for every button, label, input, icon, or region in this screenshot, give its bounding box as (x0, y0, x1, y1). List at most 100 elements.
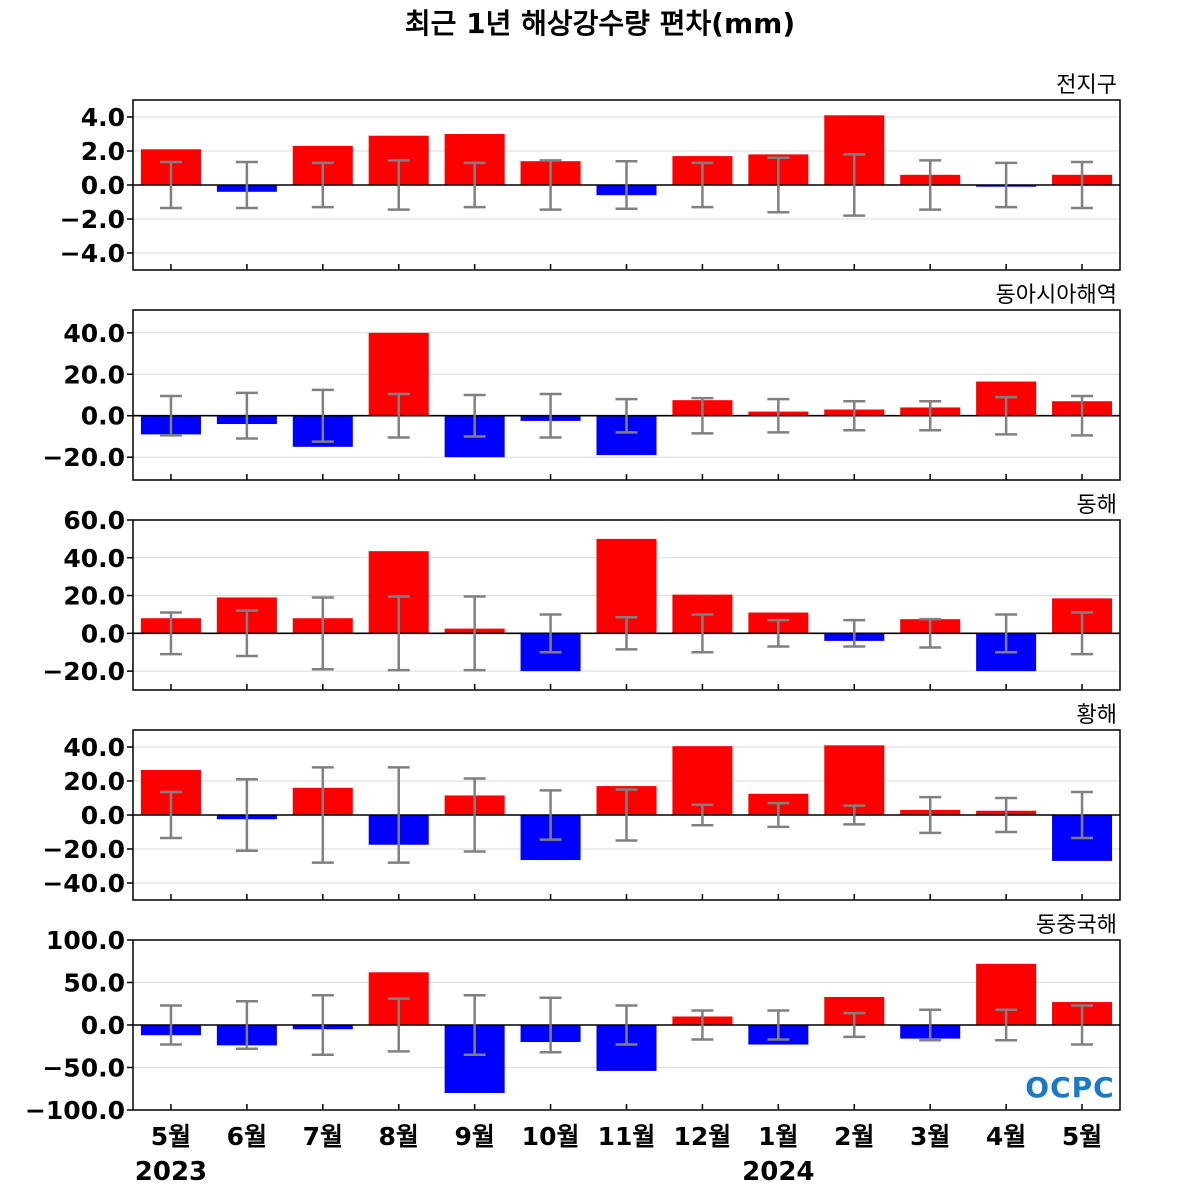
error-bar (691, 803, 714, 827)
y-tick-label: −50.0 (42, 1054, 125, 1083)
panel-5: 동중국해 100.0 50.0 0.0 −50.0 −100.0 (25, 913, 1121, 1125)
error-bar (463, 994, 486, 1056)
error-bar (995, 1008, 1018, 1042)
x-tick-label: 1월 (758, 1122, 798, 1151)
error-bar (539, 996, 562, 1054)
error-bar (995, 796, 1018, 834)
y-tick-label: 40.0 (63, 319, 125, 348)
error-bar (311, 596, 334, 671)
error-bar (995, 161, 1018, 209)
error-bar (159, 790, 182, 840)
error-bar (311, 766, 334, 864)
y-tick-label: 0.0 (81, 402, 125, 431)
error-bar (919, 1008, 942, 1042)
error-bar (691, 396, 714, 435)
x-axis-labels: 5월 6월 7월 8월 9월 10월 11월 12월 1월 2월 3월 4월 5월 2023 2024 (135, 1122, 1102, 1187)
error-bar (235, 778, 258, 852)
panel-4: 황해 40.0 20.0 0.0 −20.0 −40.0 (42, 703, 1121, 901)
y-tick-label: 0.0 (81, 619, 125, 648)
error-bar (843, 618, 866, 648)
x-tick-label: 10월 (522, 1122, 580, 1151)
error-bar (387, 595, 410, 672)
error-bar (919, 159, 942, 211)
error-bar (691, 1009, 714, 1041)
error-bar (615, 159, 638, 211)
x-tick-label: 11월 (598, 1122, 656, 1151)
error-bar (1071, 1004, 1094, 1046)
x-tick-label: 4월 (986, 1122, 1026, 1151)
y-tick-label: −40.0 (42, 869, 125, 898)
error-bar (463, 393, 486, 438)
chart-title: 최근 1년 해상강수량 편차(mm) (405, 7, 795, 40)
error-bar (311, 994, 334, 1056)
error-bar (615, 616, 638, 651)
y-tick-label: 50.0 (63, 969, 125, 998)
panel-title: 황해 (1077, 703, 1117, 728)
y-tick-label: 0.0 (81, 1011, 125, 1040)
error-bar (767, 618, 790, 648)
error-bar (919, 795, 942, 835)
y-tick-label: 20.0 (63, 767, 125, 796)
panel-1: 전지구 4.0 2.0 0.0 −2.0 −4.0 (60, 73, 1121, 271)
x-tick-label: 7월 (303, 1122, 343, 1151)
panel-title: 동해 (1077, 493, 1117, 518)
bar (824, 745, 885, 815)
y-tick-label: 0.0 (81, 801, 125, 830)
error-bar (1071, 394, 1094, 437)
y-tick-label: −100.0 (25, 1096, 125, 1125)
error-bar (387, 392, 410, 439)
x-tick-label: 8월 (379, 1122, 419, 1151)
error-bar (995, 613, 1018, 654)
ocpc-logo: OCPC (1025, 1071, 1113, 1104)
y-tick-label: 100.0 (46, 926, 125, 955)
error-bar (1071, 160, 1094, 210)
error-bar (615, 397, 638, 434)
chart-panels: 전지구 4.0 2.0 0.0 −2.0 −4.0 동아시아해역 40.0 20.0 0.0 −20… (25, 73, 1121, 1125)
error-bar (995, 395, 1018, 436)
y-tick-label: −2.0 (60, 205, 125, 234)
error-bar (235, 999, 258, 1051)
panel-title: 동아시아해역 (996, 283, 1117, 308)
error-bar (463, 777, 486, 853)
error-bar (235, 609, 258, 658)
y-tick-label: 40.0 (63, 544, 125, 573)
panel-title: 동중국해 (1036, 913, 1117, 938)
y-tick-label: 2.0 (81, 137, 125, 166)
error-bar (691, 613, 714, 654)
error-bar (767, 156, 790, 214)
error-bar (1071, 790, 1094, 840)
error-bar (843, 399, 866, 432)
error-bar (387, 159, 410, 211)
error-bar (387, 766, 410, 864)
error-bar (767, 397, 790, 434)
y-tick-label: 20.0 (63, 360, 125, 389)
y-tick-label: −20.0 (42, 657, 125, 686)
x-tick-label: 2월 (834, 1122, 874, 1151)
error-bar (919, 399, 942, 432)
x-tick-label: 5월 (1062, 1122, 1102, 1151)
y-tick-label: 0.0 (81, 171, 125, 200)
error-bar (159, 160, 182, 210)
error-bar (235, 160, 258, 210)
year-label: 2024 (742, 1157, 814, 1187)
y-tick-label: 20.0 (63, 582, 125, 611)
error-bar (387, 997, 410, 1053)
error-bar (159, 611, 182, 656)
y-tick-label: 4.0 (81, 103, 125, 132)
y-tick-label: 40.0 (63, 733, 125, 762)
error-bar (615, 1004, 638, 1046)
x-tick-label: 5월 (151, 1122, 191, 1151)
x-tick-label: 12월 (674, 1122, 732, 1151)
error-bar (919, 617, 942, 649)
error-bar (463, 161, 486, 209)
error-bar (539, 789, 562, 841)
y-tick-label: −4.0 (60, 239, 125, 268)
error-bar (843, 153, 866, 217)
error-bar (311, 161, 334, 209)
error-bar (615, 788, 638, 842)
error-bar (539, 613, 562, 654)
x-tick-label: 9월 (454, 1122, 494, 1151)
error-bar (539, 159, 562, 211)
error-bar (235, 391, 258, 440)
